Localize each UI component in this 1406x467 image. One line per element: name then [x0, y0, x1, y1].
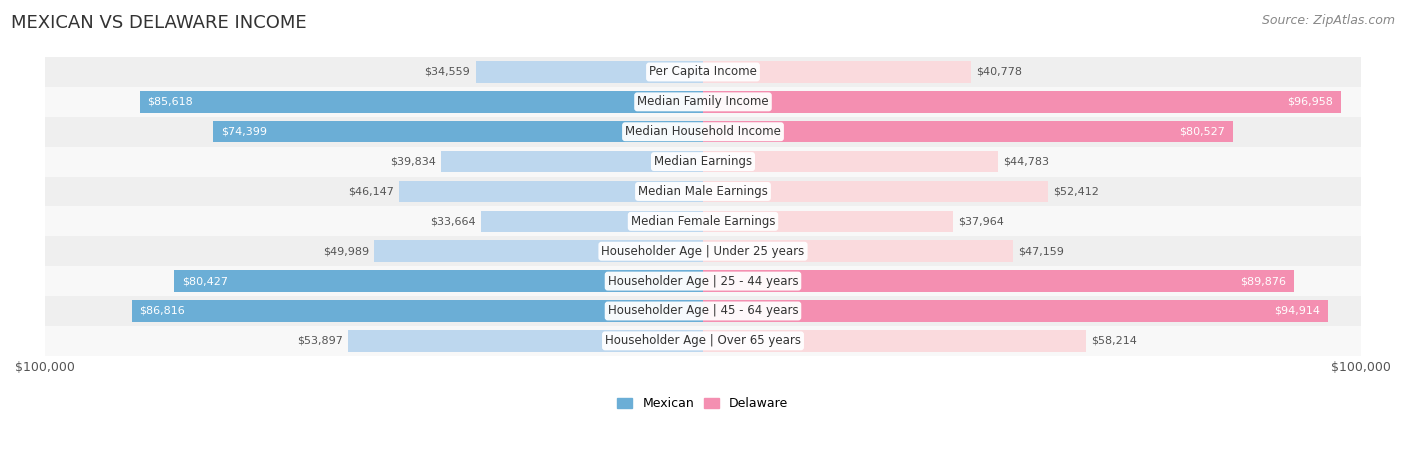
Text: $74,399: $74,399 — [221, 127, 267, 137]
Text: Householder Age | 45 - 64 years: Householder Age | 45 - 64 years — [607, 304, 799, 318]
Bar — [703, 300, 1327, 322]
Bar — [45, 87, 1361, 117]
Text: Median Female Earnings: Median Female Earnings — [631, 215, 775, 228]
Bar — [45, 296, 1361, 326]
Text: $86,816: $86,816 — [139, 306, 186, 316]
Bar — [703, 241, 1014, 262]
Text: $33,664: $33,664 — [430, 216, 477, 226]
Text: $46,147: $46,147 — [349, 186, 394, 197]
Bar — [349, 330, 703, 352]
Text: $58,214: $58,214 — [1091, 336, 1137, 346]
Text: $89,876: $89,876 — [1240, 276, 1286, 286]
Bar — [399, 181, 703, 202]
Text: $52,412: $52,412 — [1053, 186, 1099, 197]
Bar — [132, 300, 703, 322]
Text: Per Capita Income: Per Capita Income — [650, 65, 756, 78]
Bar — [703, 61, 972, 83]
Text: Median Earnings: Median Earnings — [654, 155, 752, 168]
Bar — [703, 121, 1233, 142]
Text: Householder Age | Under 25 years: Householder Age | Under 25 years — [602, 245, 804, 258]
Bar — [703, 211, 953, 232]
Bar — [703, 181, 1047, 202]
Text: $80,527: $80,527 — [1180, 127, 1225, 137]
Bar — [475, 61, 703, 83]
Text: Median Male Earnings: Median Male Earnings — [638, 185, 768, 198]
Text: $40,778: $40,778 — [977, 67, 1022, 77]
Text: $85,618: $85,618 — [148, 97, 193, 107]
Bar — [174, 270, 703, 292]
Bar — [45, 326, 1361, 356]
Text: $80,427: $80,427 — [181, 276, 228, 286]
Bar — [214, 121, 703, 142]
Bar — [139, 91, 703, 113]
Text: $53,897: $53,897 — [297, 336, 343, 346]
Text: $44,783: $44,783 — [1002, 156, 1049, 167]
Text: $39,834: $39,834 — [389, 156, 436, 167]
Text: Median Family Income: Median Family Income — [637, 95, 769, 108]
Bar — [703, 151, 998, 172]
Text: MEXICAN VS DELAWARE INCOME: MEXICAN VS DELAWARE INCOME — [11, 14, 307, 32]
Text: $94,914: $94,914 — [1274, 306, 1320, 316]
Text: Median Household Income: Median Household Income — [626, 125, 780, 138]
Text: $37,964: $37,964 — [957, 216, 1004, 226]
Text: $34,559: $34,559 — [425, 67, 471, 77]
Text: Householder Age | 25 - 44 years: Householder Age | 25 - 44 years — [607, 275, 799, 288]
Bar — [45, 236, 1361, 266]
Text: Source: ZipAtlas.com: Source: ZipAtlas.com — [1261, 14, 1395, 27]
Bar — [45, 57, 1361, 87]
Bar — [45, 206, 1361, 236]
Bar — [481, 211, 703, 232]
Bar — [45, 117, 1361, 147]
Bar — [45, 147, 1361, 177]
Text: $96,958: $96,958 — [1288, 97, 1333, 107]
Bar — [45, 266, 1361, 296]
Text: $49,989: $49,989 — [322, 246, 368, 256]
Text: Householder Age | Over 65 years: Householder Age | Over 65 years — [605, 334, 801, 347]
Bar — [703, 91, 1341, 113]
Bar — [703, 330, 1085, 352]
Bar — [374, 241, 703, 262]
Text: $47,159: $47,159 — [1018, 246, 1064, 256]
Legend: Mexican, Delaware: Mexican, Delaware — [613, 392, 793, 415]
Bar — [703, 270, 1295, 292]
Bar — [45, 177, 1361, 206]
Bar — [441, 151, 703, 172]
